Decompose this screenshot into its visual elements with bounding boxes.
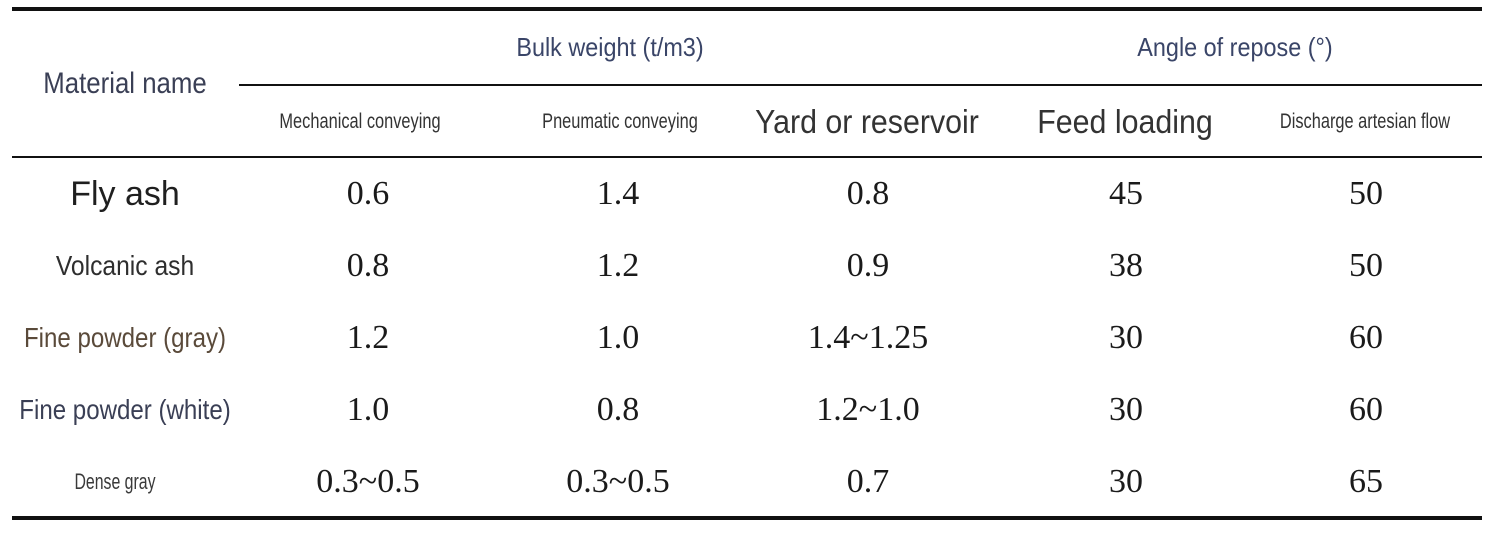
- cell-yard-or-reservoir: 0.8: [846, 175, 890, 212]
- cell-mechanical-conveying: 1.0: [346, 391, 390, 428]
- cell-mechanical-conveying: 0.6: [346, 175, 390, 212]
- cell-pneumatic-conveying: 1.2: [596, 247, 640, 284]
- cell-discharge-artesian-flow: 50: [1349, 247, 1383, 284]
- table-top-rule: [12, 7, 1482, 11]
- cell-discharge-artesian-flow: 60: [1349, 319, 1383, 356]
- header-col-mechanical-conveying: Mechanical conveying: [279, 110, 441, 133]
- header-col-feed-loading: Feed loading: [1037, 103, 1213, 140]
- group-header-rule: [239, 84, 1482, 86]
- header-bulk-weight: Bulk weight (t/m3): [516, 31, 704, 62]
- table-row: Fly ash 0.6 1.4 0.8 45 50: [0, 158, 1501, 230]
- cell-feed-loading: 30: [1109, 463, 1143, 500]
- cell-mechanical-conveying: 1.2: [346, 319, 390, 356]
- table-row: Fine powder (white) 1.0 0.8 1.2~1.0 30 6…: [0, 374, 1501, 446]
- cell-feed-loading: 30: [1109, 319, 1143, 356]
- cell-pneumatic-conveying: 0.8: [596, 391, 640, 428]
- cell-discharge-artesian-flow: 65: [1349, 463, 1383, 500]
- header-bottom-rule: [12, 156, 1482, 158]
- cell-pneumatic-conveying: 1.0: [596, 319, 640, 356]
- table-bottom-rule: [12, 516, 1482, 520]
- row-material-name: Fine powder (gray): [23, 322, 227, 353]
- cell-yard-or-reservoir: 0.7: [846, 463, 890, 500]
- cell-mechanical-conveying: 0.8: [346, 247, 390, 284]
- header-col-discharge-artesian-flow: Discharge artesian flow: [1279, 110, 1451, 133]
- row-material-name: Fly ash: [70, 174, 180, 213]
- cell-pneumatic-conveying: 0.3~0.5: [566, 463, 670, 500]
- header-col-yard-or-reservoir: Yard or reservoir: [755, 103, 979, 140]
- cell-feed-loading: 45: [1109, 175, 1143, 212]
- cell-yard-or-reservoir: 1.4~1.25: [807, 319, 929, 356]
- table-row: Volcanic ash 0.8 1.2 0.9 38 50: [0, 230, 1501, 302]
- cell-discharge-artesian-flow: 60: [1349, 391, 1383, 428]
- cell-pneumatic-conveying: 1.4: [596, 175, 640, 212]
- header-col-pneumatic-conveying: Pneumatic conveying: [542, 110, 698, 133]
- cell-discharge-artesian-flow: 50: [1349, 175, 1383, 212]
- header-material-name: Material name: [43, 67, 207, 100]
- cell-yard-or-reservoir: 0.9: [846, 247, 890, 284]
- row-material-name: Fine powder (white): [19, 394, 231, 425]
- cell-yard-or-reservoir: 1.2~1.0: [816, 391, 920, 428]
- table-row: Fine powder (gray) 1.2 1.0 1.4~1.25 30 6…: [0, 302, 1501, 374]
- cell-mechanical-conveying: 0.3~0.5: [316, 463, 420, 500]
- cell-feed-loading: 38: [1109, 247, 1143, 284]
- cell-feed-loading: 30: [1109, 391, 1143, 428]
- header-angle-of-repose: Angle of repose (°): [1137, 31, 1333, 62]
- table-row: Dense gray 0.3~0.5 0.3~0.5 0.7 30 65: [0, 446, 1501, 518]
- row-material-name: Volcanic ash: [55, 250, 195, 281]
- row-material-name: Dense gray: [74, 469, 156, 494]
